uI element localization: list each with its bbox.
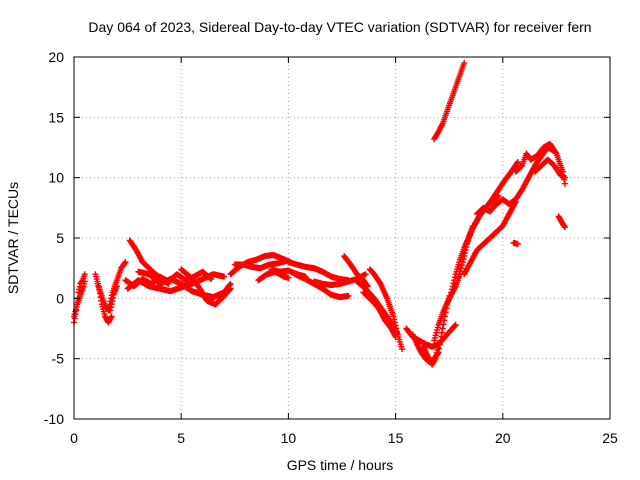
- data-point: [461, 247, 468, 254]
- data-point: [455, 274, 462, 281]
- data-point: [105, 307, 112, 314]
- data-point: [459, 256, 466, 263]
- x-tick-label: 5: [177, 430, 185, 446]
- data-point: [456, 268, 463, 275]
- data-point: [448, 289, 455, 296]
- data-point: [81, 271, 88, 278]
- data-point: [108, 292, 115, 299]
- x-tick-labels: 0 5 10 15 20 25: [70, 430, 618, 446]
- x-axis-label: GPS time / hours: [287, 457, 394, 473]
- data-point: [435, 341, 442, 348]
- data-point: [449, 286, 456, 293]
- data-point: [440, 321, 447, 328]
- data-point: [451, 322, 458, 329]
- y-tick-label: 0: [56, 290, 64, 306]
- axis-ticks: [73, 56, 611, 420]
- data-point: [561, 224, 568, 231]
- data-point: [221, 273, 228, 280]
- data-point: [106, 304, 113, 311]
- data-point: [461, 250, 468, 257]
- data-point: [552, 149, 559, 156]
- data-point: [227, 285, 234, 292]
- y-tick-label: 5: [56, 230, 64, 246]
- data-point: [107, 298, 114, 305]
- y-tick-label: 20: [48, 49, 64, 65]
- data-point: [561, 180, 568, 187]
- y-tick-label: 10: [48, 170, 64, 186]
- data-point: [461, 60, 468, 67]
- data-point: [81, 278, 88, 285]
- x-tick-label: 15: [388, 430, 404, 446]
- x-tick-label: 20: [495, 430, 511, 446]
- data-point: [362, 271, 369, 278]
- y-tick-labels: -10 -5 0 5 10 15 20: [44, 49, 64, 427]
- data-point: [450, 280, 457, 287]
- data-point: [392, 333, 399, 340]
- data-point: [226, 286, 233, 293]
- grid-lines: [74, 57, 610, 419]
- data-point: [458, 262, 465, 269]
- y-tick-label: -5: [52, 351, 65, 367]
- data-marks: [71, 60, 568, 368]
- x-tick-label: 25: [602, 430, 618, 446]
- data-point: [391, 316, 398, 323]
- y-tick-label: -10: [44, 411, 64, 427]
- data-point: [399, 346, 406, 353]
- data-point: [390, 313, 397, 320]
- data-point: [122, 259, 129, 266]
- data-point: [437, 337, 444, 344]
- chart-title: Day 064 of 2023, Sidereal Day-to-day VTE…: [88, 19, 591, 35]
- data-point: [514, 158, 521, 165]
- data-point: [561, 174, 568, 181]
- data-point: [457, 265, 464, 272]
- y-tick-label: 15: [48, 109, 64, 125]
- data-point: [459, 259, 466, 266]
- data-point: [345, 292, 352, 299]
- data-point: [454, 277, 461, 284]
- x-tick-label: 0: [70, 430, 78, 446]
- data-point: [439, 325, 446, 332]
- data-point: [108, 295, 115, 302]
- x-tick-label: 10: [281, 430, 297, 446]
- data-point: [285, 274, 292, 281]
- data-point: [456, 271, 463, 278]
- y-axis-label: SDTVAR / TECUs: [5, 182, 21, 294]
- data-point: [452, 321, 459, 328]
- data-point: [108, 313, 115, 320]
- data-point: [439, 329, 446, 336]
- data-point: [514, 160, 521, 167]
- data-point: [460, 253, 467, 260]
- data-point: [514, 241, 521, 248]
- data-point: [121, 260, 128, 267]
- data-point: [106, 301, 113, 308]
- data-point: [449, 283, 456, 290]
- data-point: [438, 333, 445, 340]
- data-point: [462, 244, 469, 251]
